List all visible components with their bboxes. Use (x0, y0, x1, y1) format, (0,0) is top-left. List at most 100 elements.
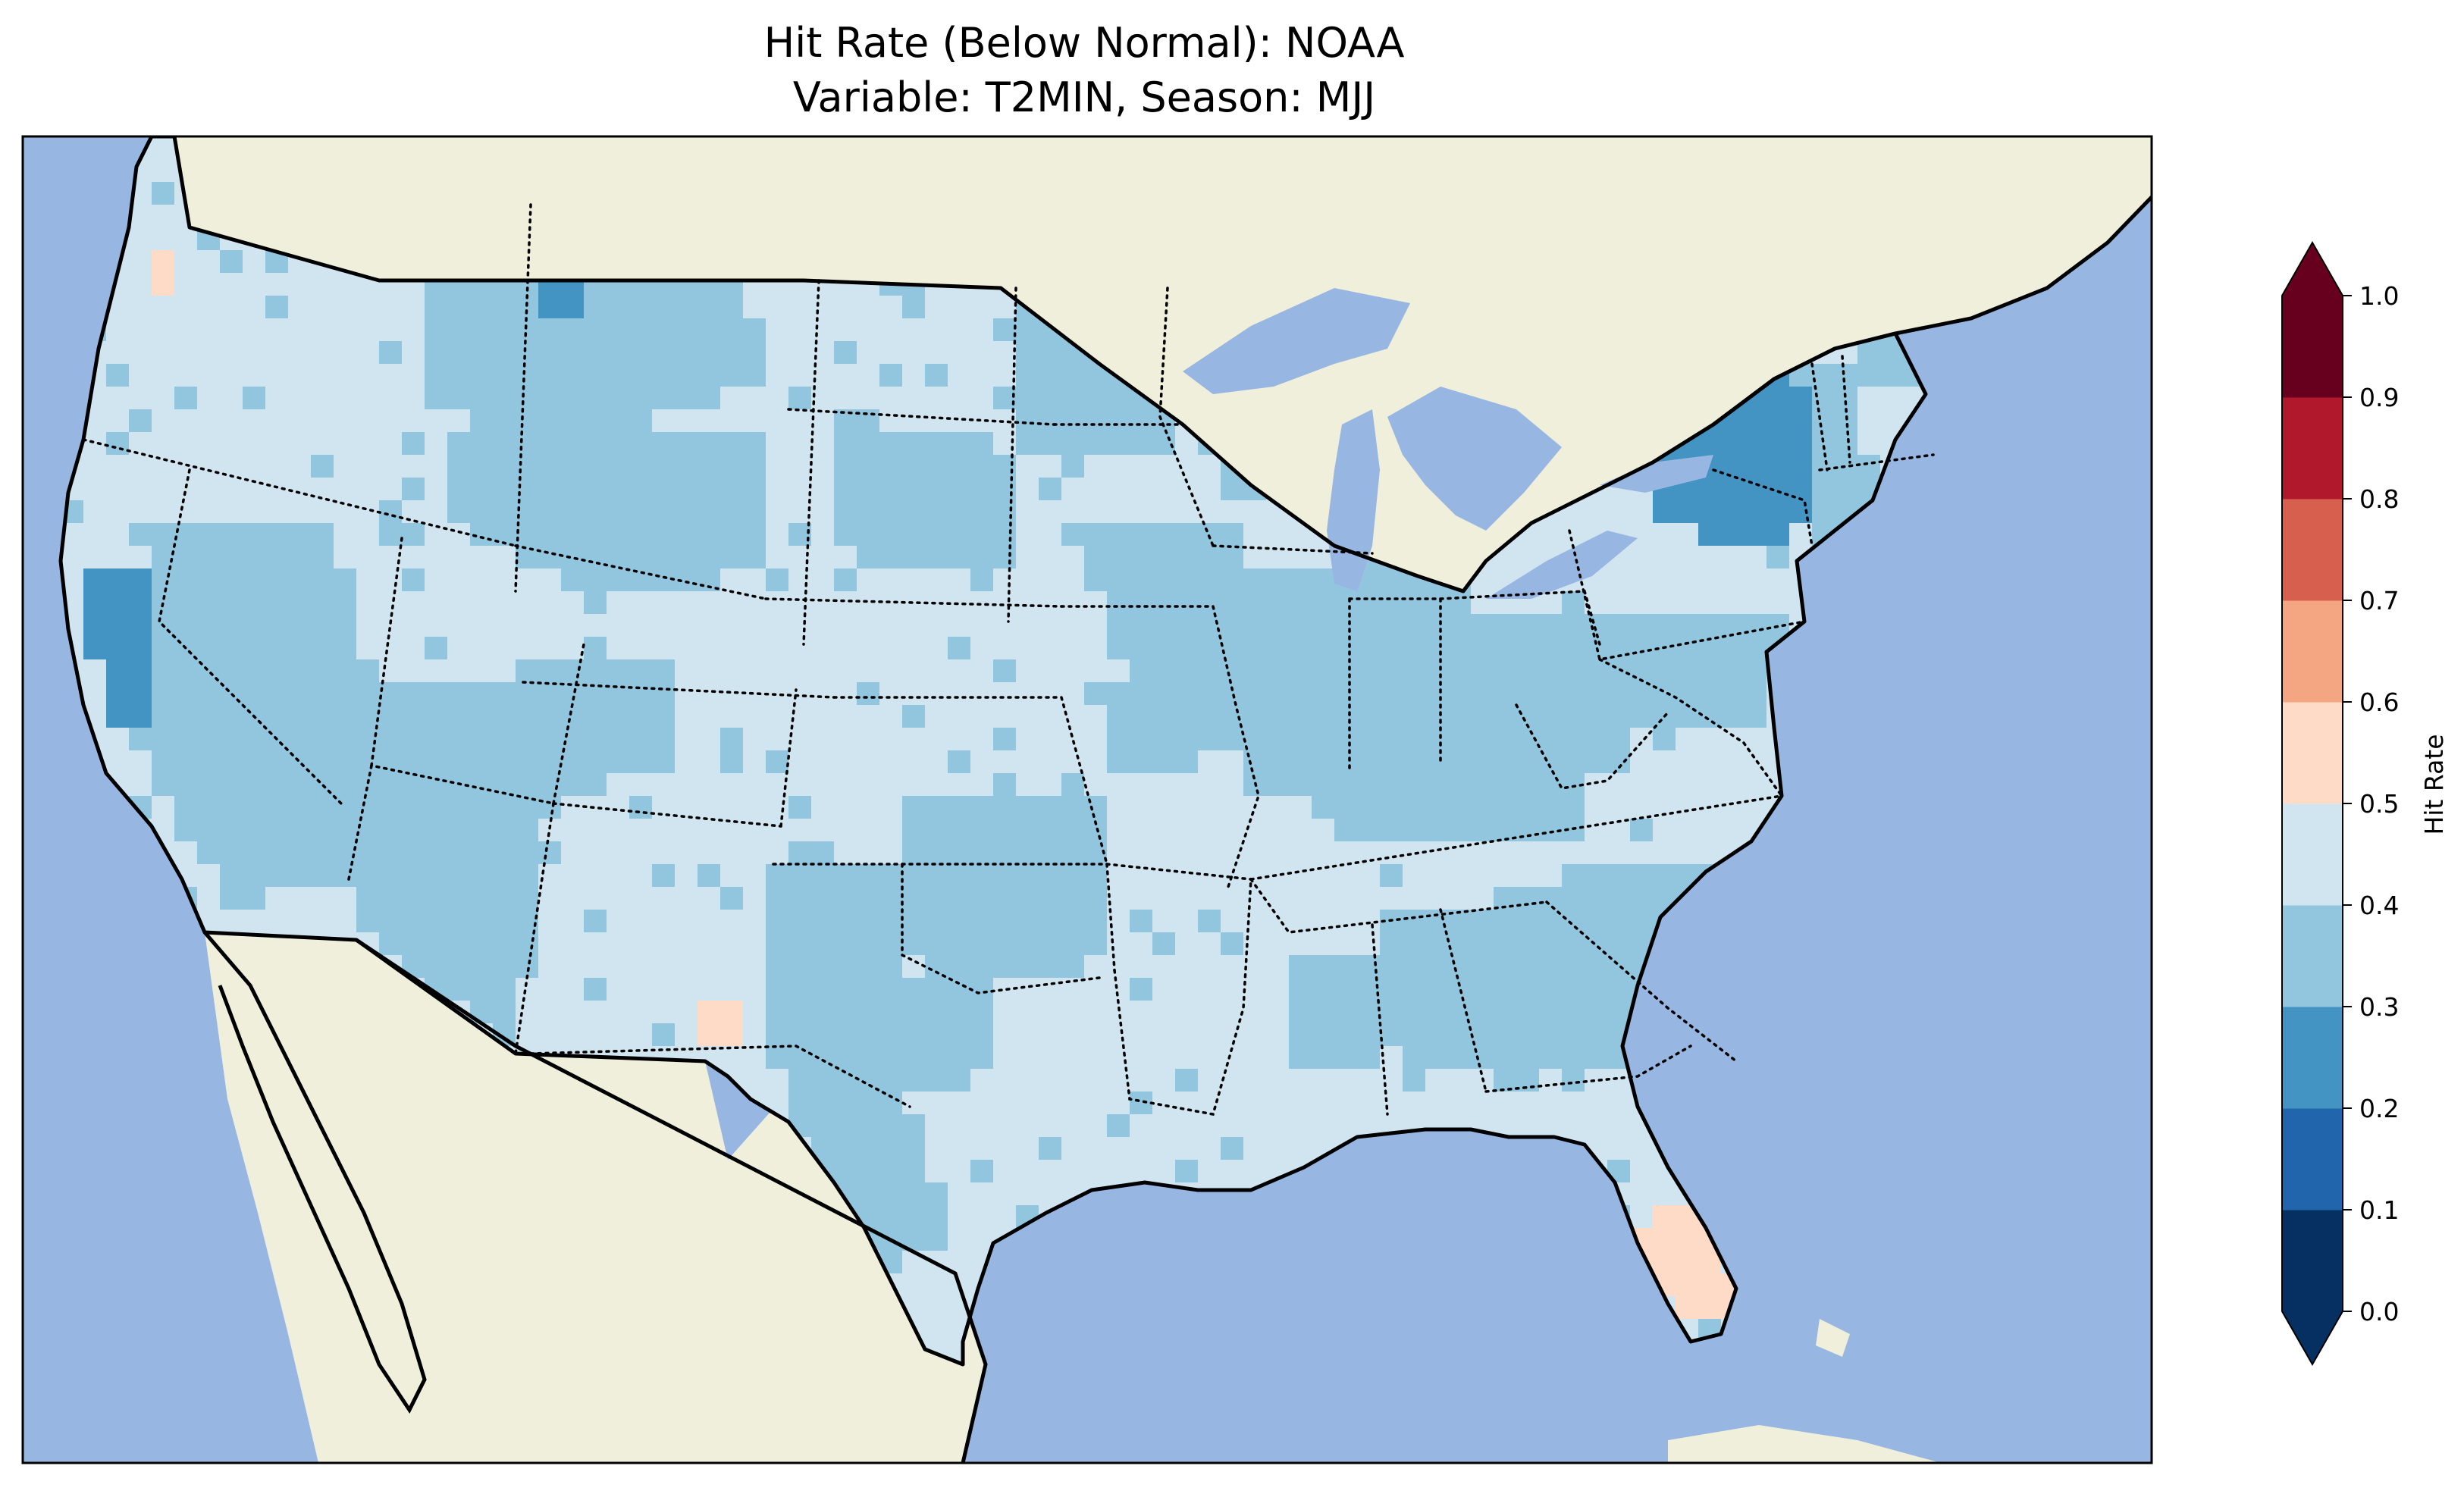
grid-cell (288, 887, 312, 910)
grid-cell (834, 409, 857, 433)
grid-cell (857, 296, 880, 319)
grid-cell (83, 637, 107, 660)
grid-cell (1152, 728, 1176, 751)
grid-cell (584, 932, 607, 956)
grid-cell (1221, 523, 1244, 547)
grid-cell (834, 750, 857, 774)
grid-cell (538, 728, 562, 751)
grid-cell (1334, 910, 1358, 933)
grid-cell (1539, 1001, 1563, 1024)
grid-cell (220, 341, 243, 365)
grid-cell (993, 1046, 1017, 1070)
grid-cell (1539, 773, 1563, 797)
grid-cell (1175, 1092, 1199, 1115)
grid-cell (902, 296, 926, 319)
grid-cell (788, 500, 812, 524)
grid-cell (1061, 978, 1085, 1001)
grid-cell (516, 364, 539, 387)
grid-cell (1516, 773, 1540, 797)
grid-cell (948, 364, 971, 387)
grid-cell (493, 887, 516, 910)
grid-cell (857, 478, 880, 501)
grid-cell (652, 432, 676, 456)
grid-cell (652, 978, 676, 1001)
grid-cell (265, 273, 289, 296)
grid-cell (743, 932, 766, 956)
grid-cell (1403, 1001, 1426, 1024)
grid-cell (1243, 1001, 1267, 1024)
grid-cell (629, 387, 653, 410)
grid-cell (265, 773, 289, 797)
grid-cell (675, 500, 698, 524)
grid-cell (220, 500, 243, 524)
grid-cell (652, 682, 676, 706)
grid-cell (1607, 500, 1631, 524)
grid-cell (1585, 819, 1608, 842)
grid-cell (993, 659, 1017, 683)
grid-cell (311, 637, 334, 660)
grid-cell (948, 682, 971, 706)
grid-cell (447, 864, 471, 888)
grid-cell (1061, 659, 1085, 683)
grid-cell (1130, 728, 1153, 751)
chart-title: Hit Rate (Below Normal): NOAA (763, 19, 1405, 67)
grid-cell (1130, 1137, 1153, 1160)
grid-cell (288, 546, 312, 569)
grid-cell (220, 750, 243, 774)
grid-cell (288, 773, 312, 797)
grid-cell (584, 478, 607, 501)
grid-cell (152, 432, 175, 456)
grid-cell (925, 1182, 948, 1206)
grid-cell (1721, 705, 1745, 728)
grid-cell (1585, 659, 1608, 683)
grid-cell (902, 1205, 926, 1229)
grid-cell (1494, 978, 1517, 1001)
grid-cell (1653, 568, 1676, 592)
grid-cell (493, 341, 516, 365)
grid-cell (1357, 682, 1381, 706)
grid-cell (447, 682, 471, 706)
grid-cell (425, 341, 448, 365)
grid-cell (857, 819, 880, 842)
grid-cell (1130, 1069, 1153, 1092)
grid-cell (493, 796, 516, 819)
grid-cell (1403, 910, 1426, 933)
grid-cell (675, 659, 698, 683)
grid-cell (1721, 500, 1745, 524)
grid-cell (1403, 796, 1426, 819)
grid-cell (1516, 546, 1540, 569)
grid-cell (1403, 682, 1426, 706)
colorbar-tick-label: 0.3 (2359, 992, 2399, 1022)
grid-cell (993, 1092, 1017, 1115)
grid-cell (1357, 1001, 1381, 1024)
grid-cell (1334, 887, 1358, 910)
grid-cell (788, 864, 812, 888)
grid-cell (265, 796, 289, 819)
grid-cell (1585, 955, 1608, 979)
grid-cell (152, 364, 175, 387)
grid-cell (1471, 728, 1494, 751)
grid-cell (993, 387, 1017, 410)
grid-cell (788, 455, 812, 478)
grid-cell (334, 659, 357, 683)
grid-cell (584, 819, 607, 842)
grid-cell (1698, 728, 1722, 751)
grid-cell (584, 409, 607, 433)
grid-cell (243, 546, 266, 569)
grid-cell (243, 250, 266, 274)
grid-cell (629, 364, 653, 387)
grid-cell (902, 773, 926, 797)
grid-cell (607, 387, 630, 410)
grid-cell (743, 409, 766, 433)
grid-cell (652, 887, 676, 910)
grid-cell (379, 455, 403, 478)
colorbar-segment (2282, 397, 2343, 500)
grid-cell (1585, 750, 1608, 774)
grid-cell (1198, 1069, 1221, 1092)
grid-cell (516, 591, 539, 615)
grid-cell (1016, 955, 1039, 979)
colorbar-tick-label: 1.0 (2359, 281, 2399, 311)
grid-cell (447, 910, 471, 933)
grid-cell (1653, 864, 1676, 888)
grid-cell (857, 455, 880, 478)
